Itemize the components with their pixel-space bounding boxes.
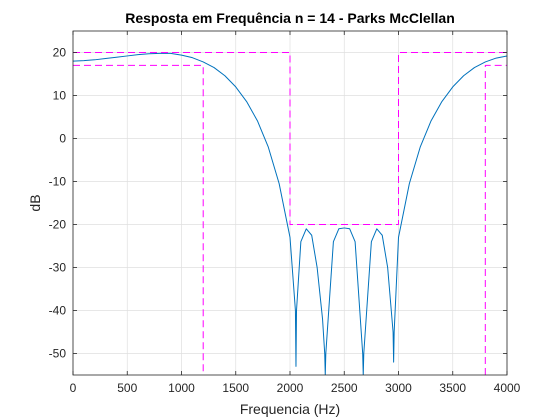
x-tick-label-4: 2000	[277, 381, 304, 395]
y-tick-label-5: 0	[59, 132, 66, 146]
x-axis-label: Frequencia (Hz)	[240, 401, 340, 417]
spec-mask-line-2	[73, 64, 204, 375]
x-tick-label-1: 500	[117, 381, 137, 395]
spec-mask-line-3	[484, 64, 507, 375]
series-layer	[73, 52, 507, 375]
y-tick-label-0: -50	[49, 347, 67, 361]
y-tick-label-4: -10	[49, 175, 67, 189]
y-tick-label-7: 20	[53, 46, 67, 60]
y-tick-label-2: -30	[49, 261, 67, 275]
x-tick-label-3: 1500	[222, 381, 249, 395]
x-tick-label-0: 0	[70, 381, 77, 395]
y-tick-label-3: -20	[49, 218, 67, 232]
y-tick-label-1: -40	[49, 304, 67, 318]
y-axis-label: dB	[27, 194, 43, 211]
x-tick-label-2: 1000	[168, 381, 195, 395]
frequency-response-line-0	[73, 52, 507, 375]
spec-mask-line-1	[73, 52, 507, 225]
ticks: 0 500 1000 1500 2000 2500 3000 3500 4000 -50 -40 -3…	[49, 31, 521, 395]
y-tick-label-6: 10	[53, 89, 67, 103]
chart-title: Resposta em Frequência n = 14 - Parks Mc…	[125, 10, 455, 26]
x-tick-label-5: 2500	[331, 381, 358, 395]
x-tick-label-6: 3000	[385, 381, 412, 395]
x-tick-label-8: 4000	[494, 381, 521, 395]
x-tick-label-7: 3500	[439, 381, 466, 395]
